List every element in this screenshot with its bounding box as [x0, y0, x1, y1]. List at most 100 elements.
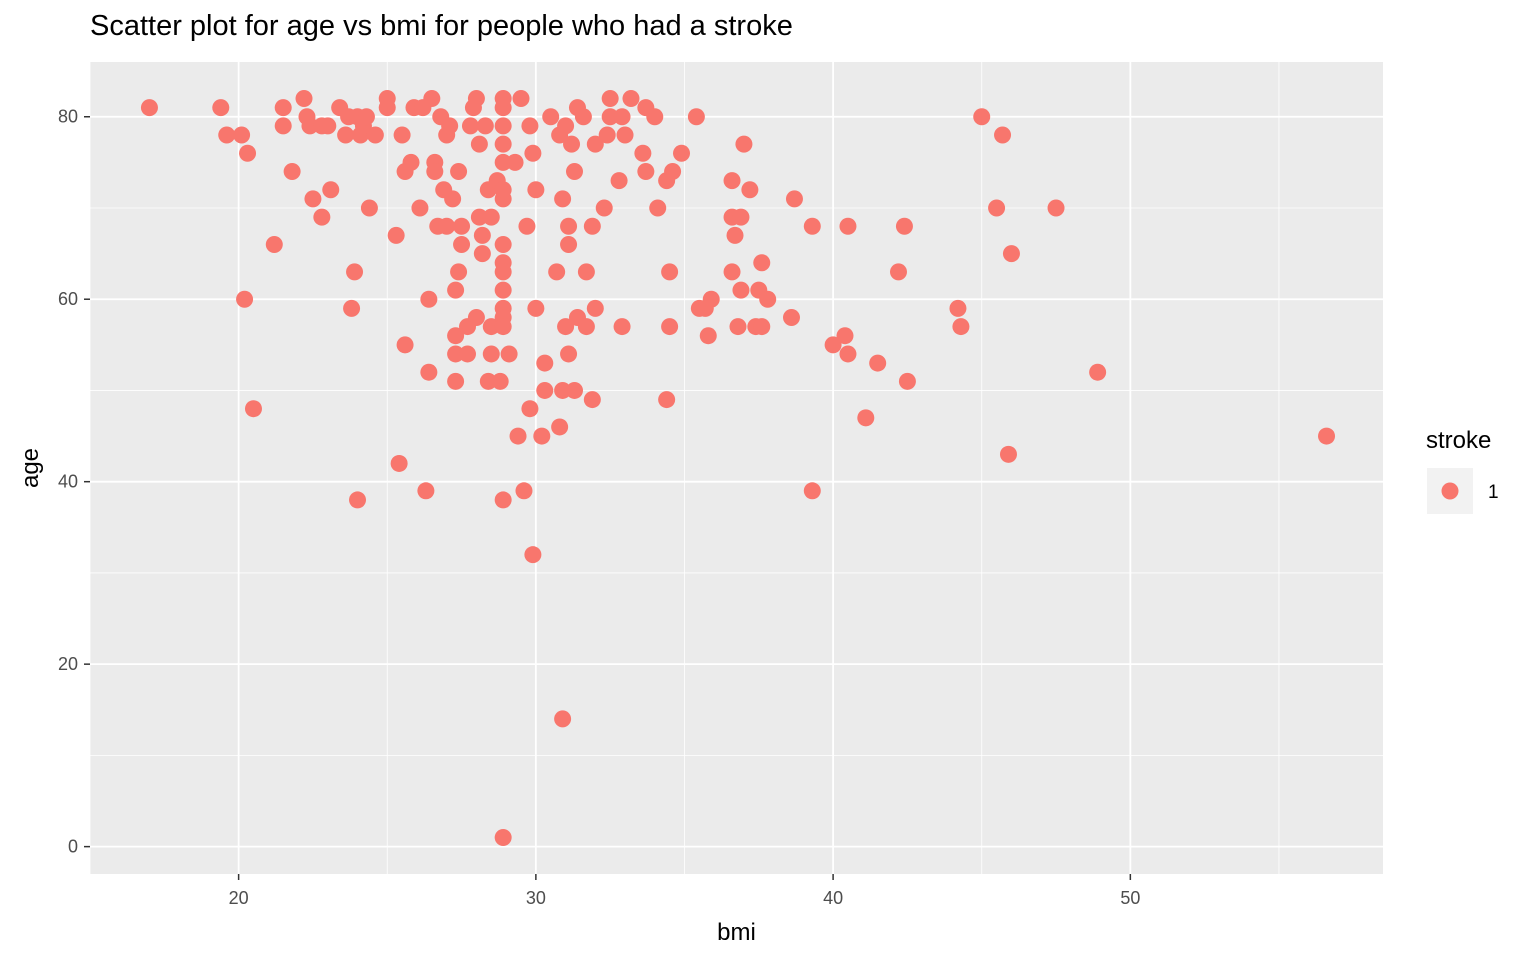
data-point — [836, 327, 854, 345]
data-point — [322, 181, 340, 199]
data-point — [494, 153, 512, 171]
data-point — [283, 162, 301, 180]
data-point — [494, 263, 512, 281]
data-point — [343, 299, 361, 317]
data-point — [482, 318, 500, 336]
data-point — [494, 181, 512, 199]
data-point — [782, 308, 800, 326]
data-point — [542, 108, 560, 126]
data-point — [494, 135, 512, 153]
data-point — [470, 135, 488, 153]
data-point — [895, 217, 913, 235]
data-point — [337, 126, 355, 144]
data-point — [1089, 363, 1107, 381]
data-point — [420, 290, 438, 308]
data-point — [423, 89, 441, 107]
data-point — [658, 391, 676, 409]
data-point — [274, 117, 292, 135]
data-point — [313, 208, 331, 226]
data-point — [723, 263, 741, 281]
data-point — [898, 372, 916, 390]
data-point — [441, 117, 459, 135]
data-point — [889, 263, 907, 281]
data-point — [999, 445, 1017, 463]
data-point — [295, 89, 313, 107]
data-point — [803, 482, 821, 500]
data-point — [426, 162, 444, 180]
data-point — [1047, 199, 1065, 217]
data-point — [387, 226, 405, 244]
data-point — [494, 235, 512, 253]
x-tick-label: 40 — [823, 888, 843, 908]
data-point — [515, 482, 533, 500]
data-point — [613, 318, 631, 336]
data-point — [482, 345, 500, 363]
data-point — [396, 336, 414, 354]
data-point — [447, 281, 465, 299]
x-axis-title: bmi — [717, 919, 756, 946]
data-point — [494, 281, 512, 299]
data-point — [402, 153, 420, 171]
data-point — [649, 199, 667, 217]
data-point — [548, 263, 566, 281]
data-point — [233, 126, 251, 144]
data-point — [244, 400, 262, 418]
legend-marker — [1441, 482, 1459, 500]
data-point — [236, 290, 254, 308]
data-point — [536, 354, 554, 372]
data-point — [741, 181, 759, 199]
data-point — [304, 190, 322, 208]
data-point — [586, 135, 604, 153]
data-point — [417, 482, 435, 500]
data-point — [595, 199, 613, 217]
data-point — [601, 108, 619, 126]
minor-gridlines — [89, 62, 1383, 874]
data-point — [622, 89, 640, 107]
data-point — [699, 327, 717, 345]
data-point — [554, 381, 572, 399]
data-point — [551, 418, 569, 436]
data-point — [610, 172, 628, 190]
data-point — [453, 235, 471, 253]
data-point — [527, 181, 545, 199]
data-point — [726, 226, 744, 244]
data-point — [518, 217, 536, 235]
data-point — [447, 327, 465, 345]
data-point — [949, 299, 967, 317]
x-tick-label: 30 — [526, 888, 546, 908]
data-point — [411, 199, 429, 217]
x-tick-label: 20 — [229, 888, 249, 908]
data-point — [467, 89, 485, 107]
data-point — [521, 117, 539, 135]
data-point — [494, 117, 512, 135]
data-point — [1318, 427, 1336, 445]
data-point — [453, 217, 471, 235]
data-point — [444, 190, 462, 208]
y-tick-label: 80 — [58, 107, 78, 127]
data-point — [557, 318, 575, 336]
data-point — [646, 108, 664, 126]
data-point — [803, 217, 821, 235]
data-point — [482, 208, 500, 226]
data-point — [857, 409, 875, 427]
x-axis-ticks: 20 30 40 50 — [229, 874, 1140, 908]
data-point — [218, 126, 236, 144]
data-point — [500, 345, 518, 363]
data-point — [560, 345, 578, 363]
data-point — [702, 290, 720, 308]
data-point — [319, 117, 337, 135]
data-point — [869, 354, 887, 372]
data-point — [824, 336, 842, 354]
data-point — [661, 318, 679, 336]
data-point — [601, 89, 619, 107]
data-point — [346, 263, 364, 281]
data-point — [494, 491, 512, 509]
data-point — [140, 99, 158, 117]
data-point — [494, 89, 512, 107]
data-point — [839, 217, 857, 235]
y-tick-label: 20 — [58, 654, 78, 674]
data-point — [527, 299, 545, 317]
data-point — [450, 263, 468, 281]
data-point — [265, 235, 283, 253]
